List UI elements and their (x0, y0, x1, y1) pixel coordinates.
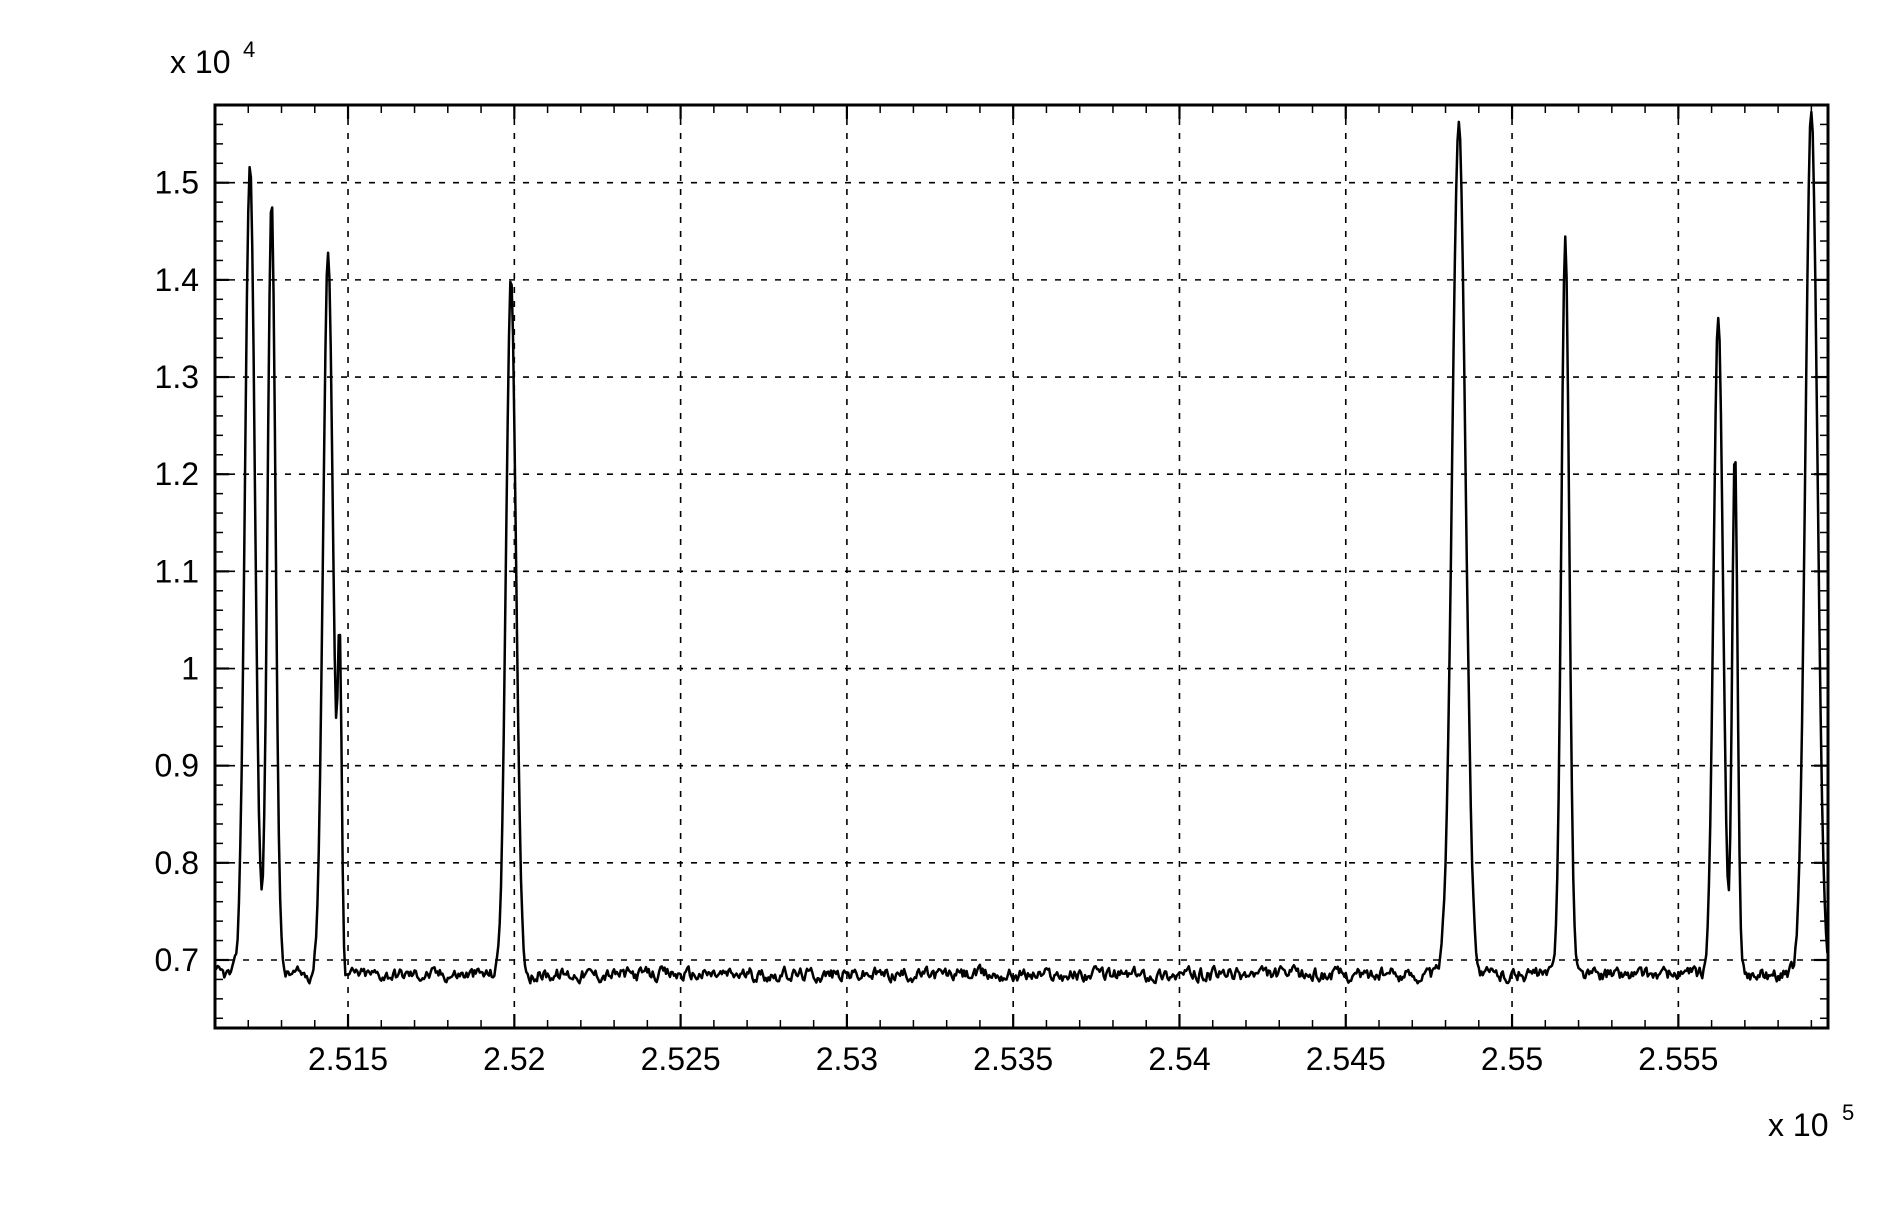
svg-text:x 10: x 10 (1768, 1107, 1828, 1143)
chart-svg: 2.515 2.52 2.525 2.53 2.535 2.54 2.545 2.55 2.55… (0, 0, 1892, 1224)
svg-text:2.525: 2.525 (641, 1041, 721, 1077)
svg-text:1.2: 1.2 (155, 456, 199, 492)
signal-chart: 2.515 2.52 2.525 2.53 2.535 2.54 2.545 2.55 2.55… (0, 0, 1892, 1229)
svg-text:2.545: 2.545 (1306, 1041, 1386, 1077)
svg-text:2.53: 2.53 (816, 1041, 878, 1077)
svg-text:x 10: x 10 (170, 44, 230, 80)
svg-text:0.8: 0.8 (155, 845, 199, 881)
svg-text:1.5: 1.5 (155, 165, 199, 201)
svg-text:0.9: 0.9 (155, 748, 199, 784)
svg-text:0.7: 0.7 (155, 942, 199, 978)
svg-text:2.55: 2.55 (1481, 1041, 1543, 1077)
svg-text:1.4: 1.4 (155, 262, 199, 298)
svg-text:1.1: 1.1 (155, 553, 199, 589)
svg-text:5: 5 (1842, 1100, 1854, 1125)
svg-text:2.52: 2.52 (483, 1041, 545, 1077)
svg-text:1.3: 1.3 (155, 359, 199, 395)
svg-text:2.515: 2.515 (308, 1041, 388, 1077)
svg-text:2.555: 2.555 (1638, 1041, 1718, 1077)
svg-text:2.535: 2.535 (973, 1041, 1053, 1077)
svg-text:4: 4 (243, 37, 255, 62)
svg-text:1: 1 (181, 651, 199, 687)
svg-text:2.54: 2.54 (1148, 1041, 1210, 1077)
